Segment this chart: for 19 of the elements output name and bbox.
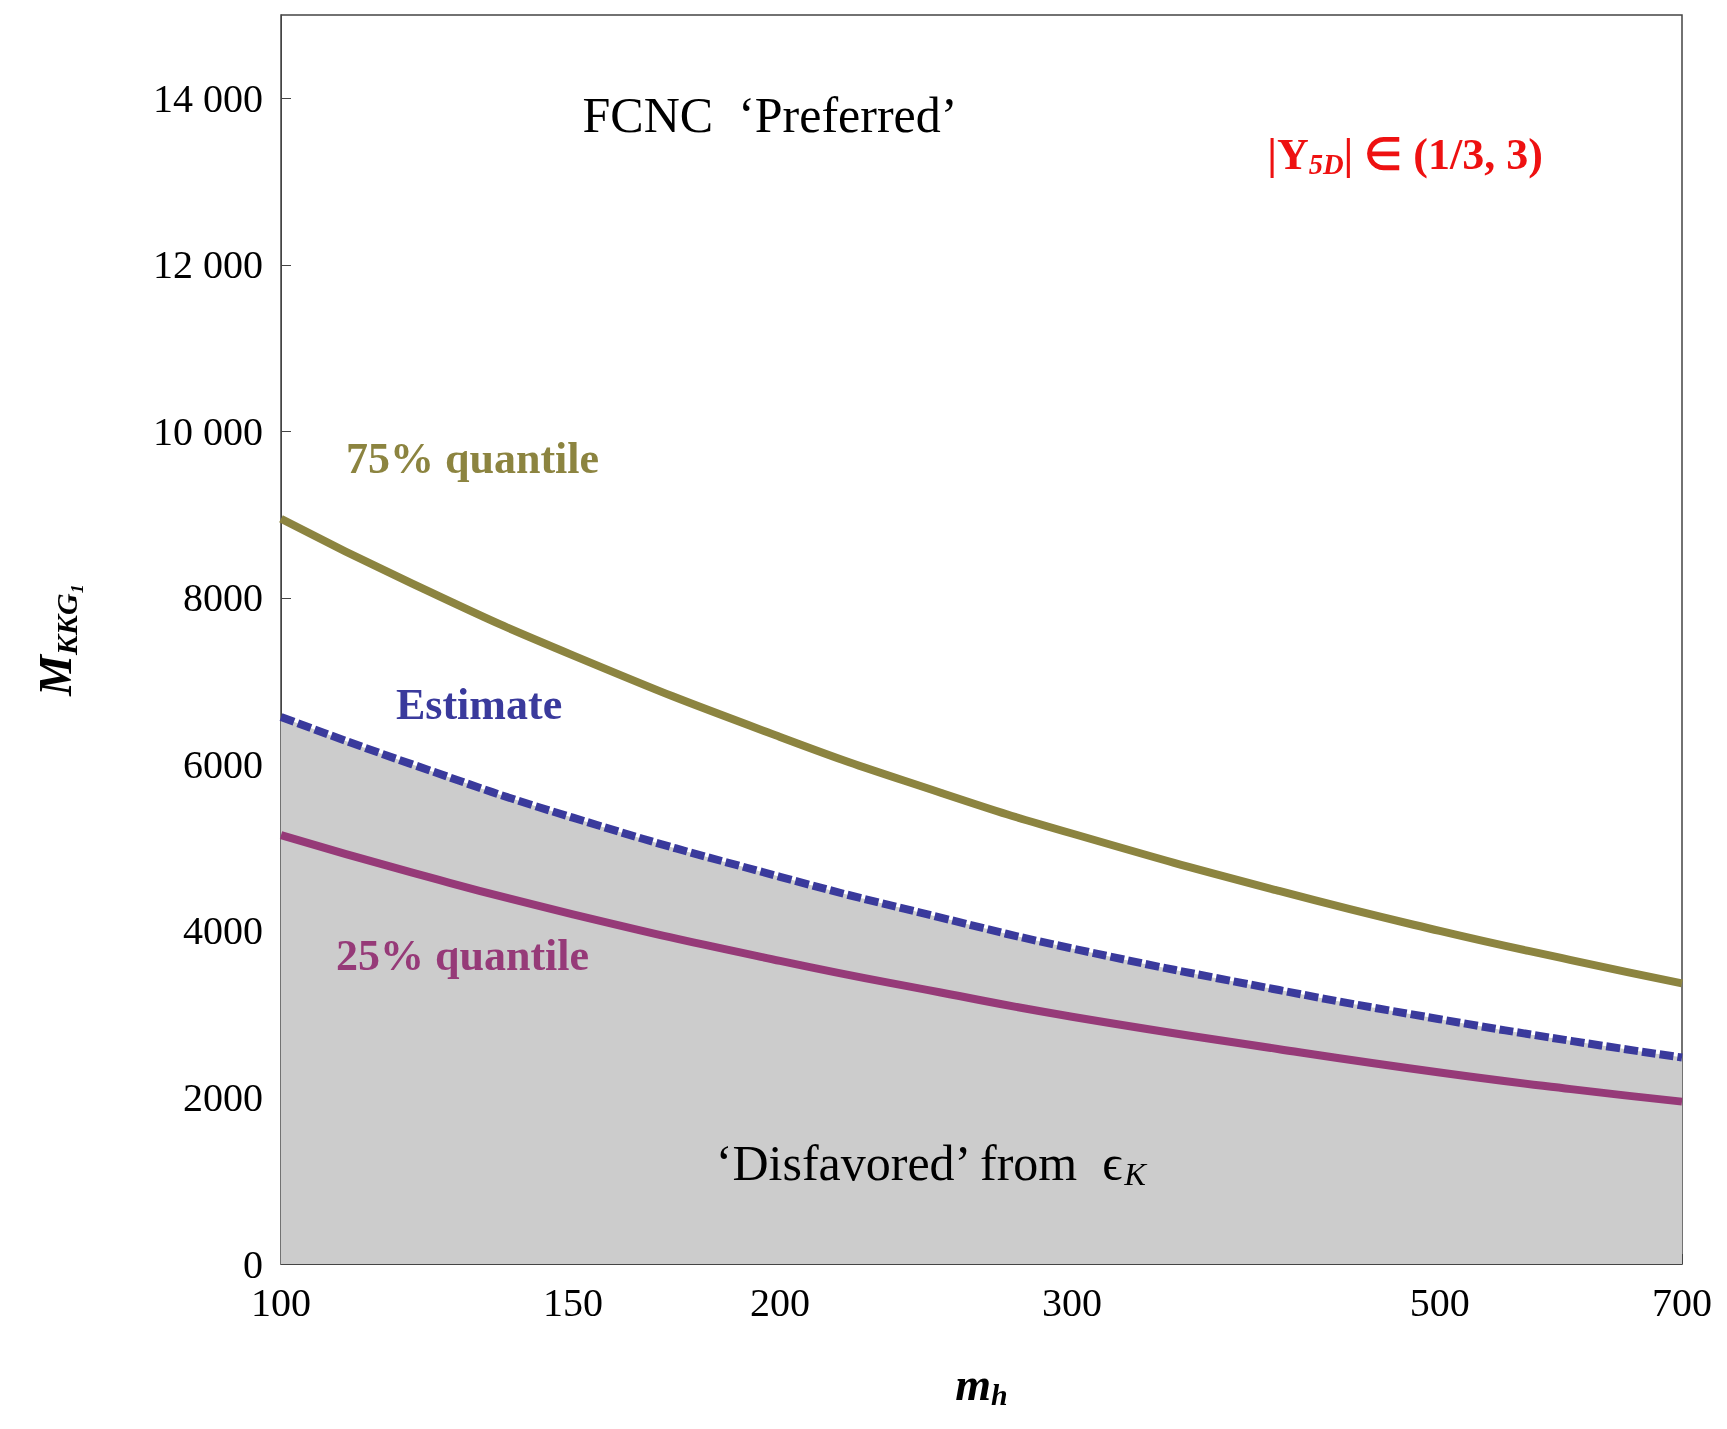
- x-tick-label: 700: [1652, 1279, 1712, 1325]
- annotation: FCNC ‘Preferred’: [582, 87, 958, 143]
- x-tick-label: 300: [1041, 1279, 1102, 1325]
- series-label: Estimate: [396, 680, 563, 730]
- y-tick-label: 4000: [183, 908, 263, 954]
- y-tick-label: 6000: [183, 741, 263, 787]
- annotation: ‘Disfavored’ from ϵK: [715, 1134, 1149, 1192]
- y-tick-label: 2000: [183, 1074, 263, 1120]
- annotation: |Y5D| ∈ (1/3, 3): [1267, 129, 1543, 180]
- series-label: 25% quantile: [336, 930, 590, 980]
- y-tick-label: 12 000: [153, 242, 263, 288]
- y-tick-label: 10 000: [153, 408, 263, 454]
- y-tick-label: 14 000: [153, 75, 263, 121]
- x-tick-label: 500: [1409, 1279, 1470, 1325]
- x-tick-label: 150: [542, 1279, 603, 1325]
- series-label: 75% quantile: [346, 434, 600, 484]
- y-axis-title: MKKG₁: [30, 583, 83, 697]
- y-tick-label: 8000: [183, 575, 263, 621]
- x-tick-label: 200: [750, 1279, 811, 1325]
